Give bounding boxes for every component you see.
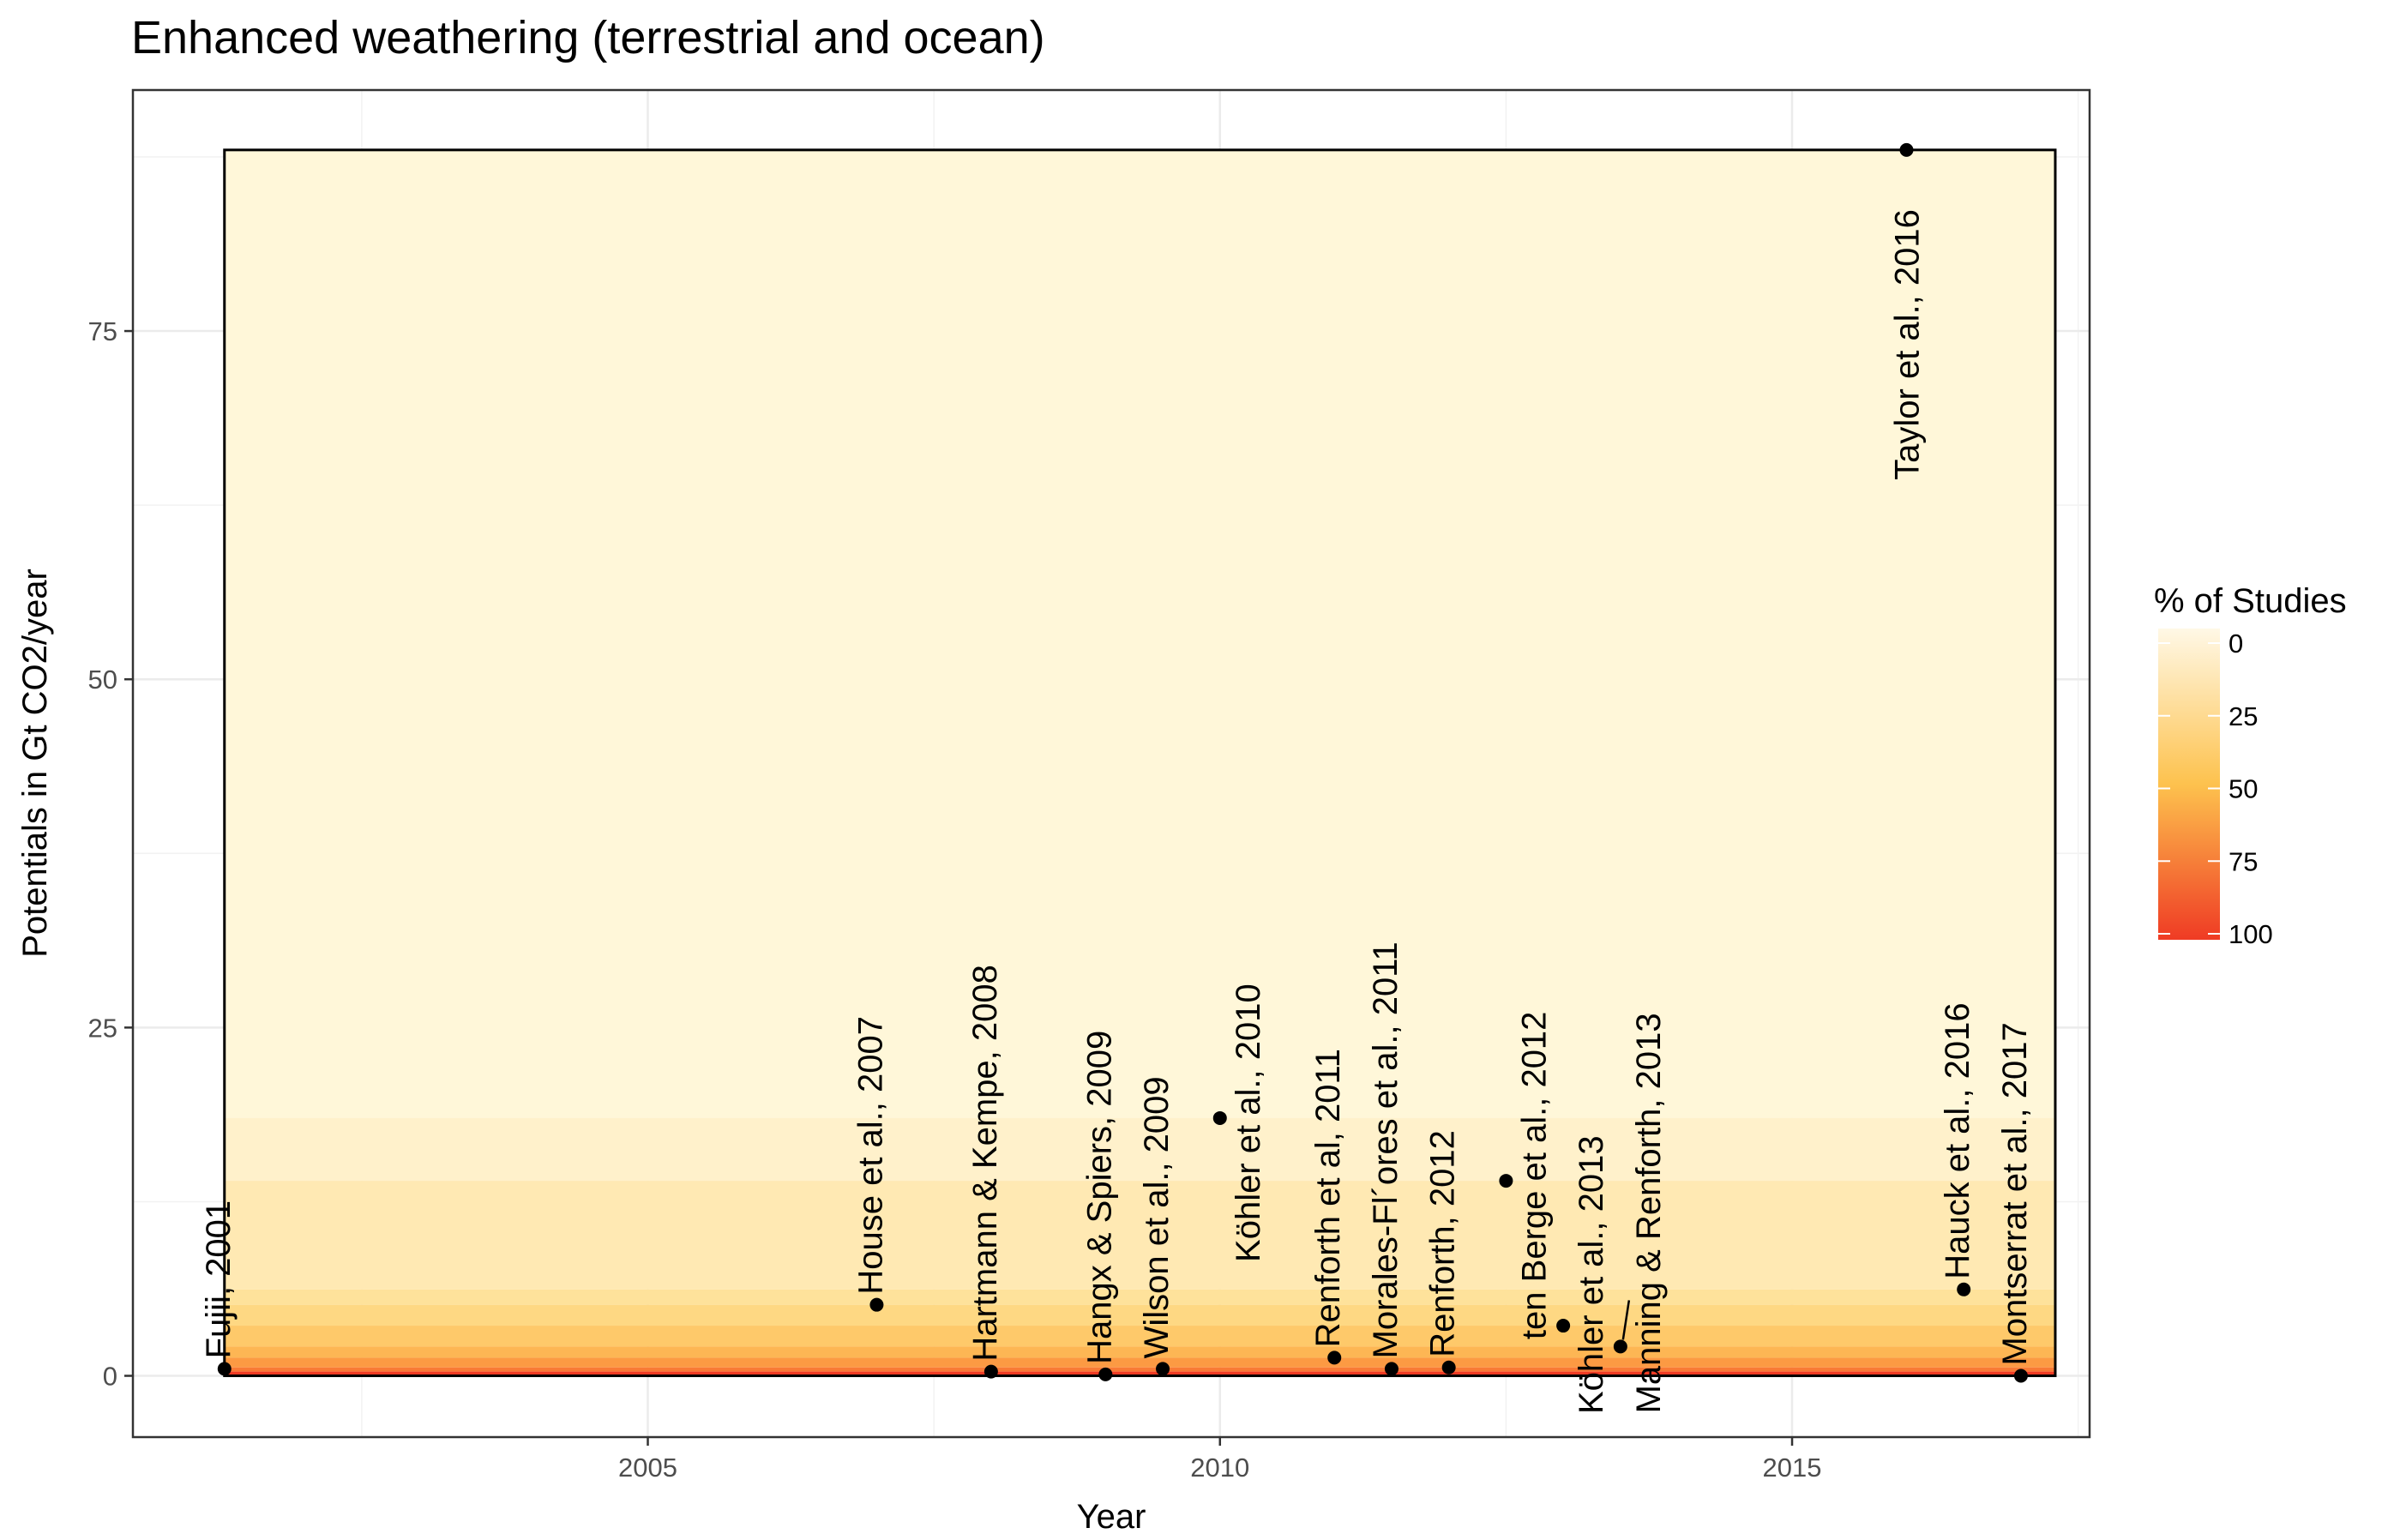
point-label-k-hler-et-al-2013: Köhler et al., 2013 (1573, 1135, 1610, 1414)
legend-tick-label: 75 (2229, 846, 2258, 876)
density-band (224, 1289, 2055, 1305)
data-point-montserrat-et-al-2017 (2013, 1369, 2028, 1383)
density-band (224, 149, 2055, 1118)
point-label-hauck-et-al-2016: Hauck et al., 2016 (1939, 1002, 1976, 1278)
density-band (224, 1371, 2055, 1376)
density-band (224, 1346, 2055, 1358)
point-label-renforth-et-al-2011: Renforth et al, 2011 (1309, 1049, 1347, 1347)
data-point-renforth-2012 (1441, 1360, 1456, 1375)
legend-tick-label: 25 (2229, 701, 2258, 731)
point-label-renforth-2012: Renforth, 2012 (1424, 1130, 1462, 1357)
point-label-ten-berge-et-al-2012: ten Berge et al., 2012 (1515, 1012, 1553, 1340)
x-axis-ticks: 2005 2010 2015 (618, 1437, 1822, 1483)
data-point-morales-fl-ores-et-al-2011 (1384, 1362, 1398, 1376)
legend-tick-label: 50 (2229, 774, 2258, 804)
bands-outline (223, 148, 2057, 1378)
x-tick-label: 2015 (1763, 1453, 1822, 1483)
data-point-renforth-et-al-2011 (1327, 1351, 1342, 1365)
data-point-k-hler-et-al-2010 (1212, 1110, 1227, 1125)
density-band (224, 1357, 2055, 1368)
data-point-ten-berge-et-al-2012 (1499, 1174, 1513, 1188)
point-label-taylor-et-al-2016: Taylor et al., 2016 (1888, 209, 1926, 480)
point-label-fujii-2001: Fujii, 2001 (200, 1200, 238, 1359)
legend: % of Studies 0 25 50 75 100 (2154, 582, 2347, 949)
data-points (217, 142, 2028, 1383)
density-band (224, 1326, 2055, 1347)
x-axis-title: Year (1077, 1498, 1146, 1536)
label-leader-line (1621, 1300, 1631, 1340)
density-band (224, 1304, 2055, 1326)
density-band (224, 1367, 2055, 1372)
data-point-fujii-2001 (217, 1362, 232, 1376)
density-bands (224, 149, 2055, 1376)
y-tick-label: 25 (88, 1013, 117, 1043)
legend-ticks: 0 25 50 75 100 (2158, 629, 2273, 949)
data-point-manning-renforth-2013 (1613, 1339, 1627, 1354)
y-axis-title: Potentials in Gt CO2/year (16, 568, 54, 958)
y-axis-ticks: 0 25 50 75 (88, 316, 133, 1392)
data-point-house-et-al-2007 (869, 1297, 884, 1312)
x-tick-label: 2010 (1190, 1453, 1249, 1483)
x-tick-label: 2005 (618, 1453, 677, 1483)
legend-tick-label: 100 (2229, 919, 2273, 949)
data-point-hangx-spiers-2009 (1098, 1367, 1113, 1381)
legend-title: % of Studies (2154, 582, 2347, 620)
label-leaders (1621, 1300, 1631, 1340)
data-point-taylor-et-al-2016 (1899, 142, 1914, 157)
point-label-house-et-al-2007: House et al., 2007 (851, 1016, 889, 1295)
point-labels: Fujii, 2001 House et al., 2007 Hartmann & … (200, 209, 2034, 1414)
data-point-wilson-et-al-2009 (1156, 1362, 1170, 1376)
y-tick-label: 0 (103, 1362, 117, 1392)
plot-panel-border (131, 88, 2091, 1439)
point-label-morales-fl-ores-et-al-2011: Morales-Fl´ores et al., 2011 (1367, 941, 1405, 1358)
data-point-hartmann-kempe-2008 (983, 1364, 998, 1379)
chart-title: Enhanced weathering (terrestrial and oce… (131, 12, 1045, 63)
data-point-k-hler-et-al-2013 (1556, 1319, 1571, 1333)
legend-colorbar (2158, 629, 2220, 940)
y-tick-label: 50 (88, 665, 117, 695)
point-label-hartmann-kempe-2008: Hartmann & Kempe, 2008 (966, 965, 1004, 1361)
point-label-wilson-et-al-2009: Wilson et al., 2009 (1138, 1076, 1176, 1358)
point-label-manning-renforth-2013: Manning & Renforth, 2013 (1630, 1013, 1668, 1413)
data-point-hauck-et-al-2016 (1957, 1282, 1971, 1296)
density-band (224, 1181, 2055, 1290)
point-label-hangx-spiers-2009: Hangx & Spiers, 2009 (1080, 1031, 1118, 1364)
point-label-k-hler-et-al-2010: Köhler et al., 2010 (1230, 984, 1267, 1262)
density-band (224, 1117, 2055, 1182)
y-tick-label: 75 (88, 316, 117, 346)
point-label-montserrat-et-al-2017: Montserrat et al., 2017 (1996, 1022, 2034, 1365)
legend-tick-label: 0 (2229, 629, 2243, 659)
